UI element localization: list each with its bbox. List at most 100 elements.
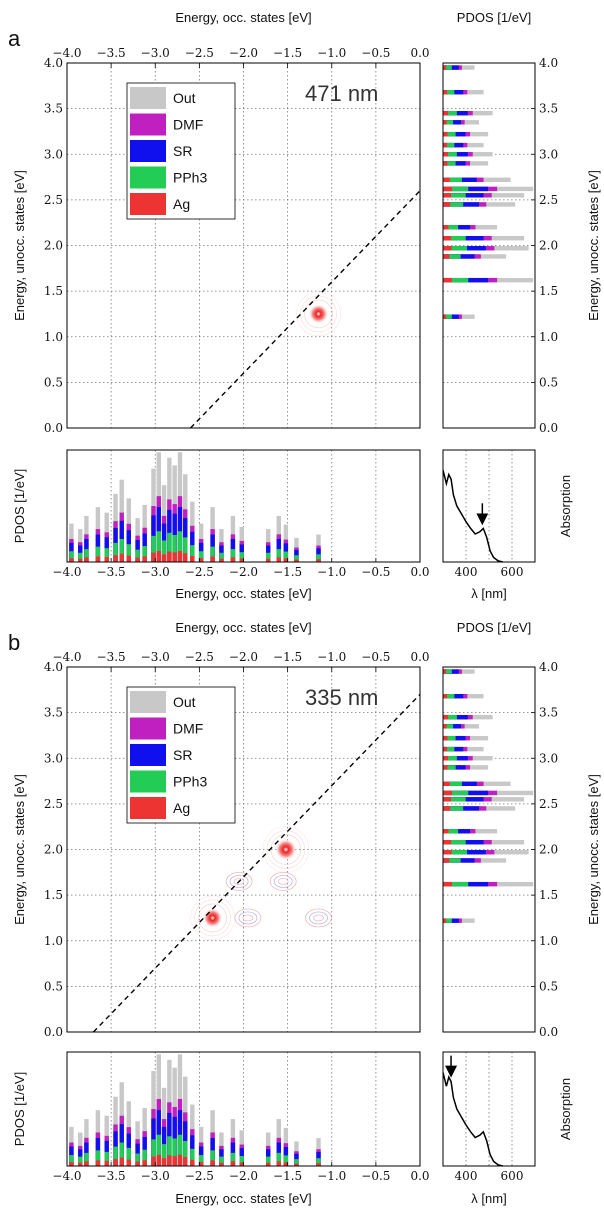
main-top-tick-label: −4.0 xyxy=(52,650,81,664)
pdos-bar-ag xyxy=(443,781,450,786)
pdos-bar-ag xyxy=(183,553,188,562)
pdos-bar-pph3 xyxy=(151,535,156,562)
pdos-bar-ag xyxy=(126,555,131,562)
pdos-bar-ag xyxy=(443,724,447,729)
pdos-bar-ag xyxy=(443,765,448,770)
pdos-bar-pph3 xyxy=(210,1150,215,1166)
pdos-bar-pph3 xyxy=(443,790,469,796)
legend-label-pph3: PPh3 xyxy=(173,774,207,790)
pdos-bar-ag xyxy=(84,557,89,562)
pdos-bar-pph3 xyxy=(443,65,452,70)
pdos-bar-ag xyxy=(443,735,448,741)
top-x-axis-label: Energy, occ. states [eV] xyxy=(175,620,311,635)
pdos-bar-pph3 xyxy=(230,549,236,562)
pdos-bar-pph3 xyxy=(183,1140,188,1166)
pdos-bar-pph3 xyxy=(84,549,89,562)
pdos-right-tick-label: 2.5 xyxy=(539,193,558,207)
pdos-bar-pph3 xyxy=(443,858,461,863)
panel-letter: b xyxy=(8,630,20,655)
hotspot-contour xyxy=(194,899,231,937)
absorption-y-axis-label: Absorption xyxy=(558,475,573,537)
main-frame xyxy=(66,666,421,1033)
pdos-unoccupied-frame xyxy=(442,62,536,429)
pdos-bar-pph3 xyxy=(95,1150,101,1166)
pdos-top-label: PDOS [1/eV] xyxy=(457,620,531,635)
main-top-tick-label: −2.0 xyxy=(229,46,258,60)
pdos-bar-pph3 xyxy=(443,110,457,116)
pdos-bar-pph3 xyxy=(443,193,466,198)
hotspot-contour xyxy=(198,903,227,933)
absorption-axes: 400 600 λ [nm] Absorption xyxy=(442,1051,573,1206)
main-y-tick-label: 0.0 xyxy=(44,1025,63,1039)
pdos-bar-ag xyxy=(135,1161,140,1166)
main-top-tick-label: −3.0 xyxy=(141,650,170,664)
main-y-tick-label: 1.5 xyxy=(44,888,63,902)
pdos-y-axis-label: PDOS [1/eV] xyxy=(12,469,27,543)
pdos-bar-ag xyxy=(177,1154,183,1166)
pdos-bar-pph3 xyxy=(443,881,469,887)
pdos-bar-pph3 xyxy=(443,714,457,720)
weak-contour xyxy=(277,878,289,885)
pdos-bottom-tick-label: −0.5 xyxy=(361,1169,390,1183)
pdos-bar-pph3 xyxy=(161,1144,167,1166)
legend-label-ag: Ag xyxy=(173,800,190,816)
panel-b: b Energy, occ. states [eV] PDOS [1/eV] −4.0… xyxy=(8,620,601,1206)
main-top-tick-label: −2.5 xyxy=(185,650,214,664)
pdos-bar-pph3 xyxy=(443,797,466,802)
pdos-bar-pph3 xyxy=(142,1149,147,1166)
pdos-bar-ag xyxy=(167,1155,172,1166)
pdos-bottom-tick-label: 0.0 xyxy=(410,1169,429,1183)
weak-contour xyxy=(229,875,249,888)
legend: Out DMF SR PPh3 Ag xyxy=(126,82,236,220)
legend-swatch-dmf xyxy=(130,113,166,136)
pdos-bar-pph3 xyxy=(161,540,167,562)
pdos-bar-ag xyxy=(443,858,450,863)
pdos-bar-pph3 xyxy=(210,546,215,562)
pdos-bar-pph3 xyxy=(135,549,140,562)
pdos-bar-ag xyxy=(443,142,448,148)
pdos-bar-ag xyxy=(161,554,167,562)
main-top-tick-label: −0.5 xyxy=(361,46,390,60)
pdos-bar-ag xyxy=(443,918,447,923)
pdos-bar-ag xyxy=(210,556,215,562)
pdos-bar-pph3 xyxy=(316,554,321,562)
absorption-tick-label: 400 xyxy=(455,1169,478,1183)
pdos-bar-ag xyxy=(104,557,109,562)
main-y-axis-label: Energy, unocc. states [eV] xyxy=(12,774,27,925)
pdos-bar-ag xyxy=(443,790,453,796)
pdos-right-tick-label: 3.0 xyxy=(539,751,558,765)
absorption-curve xyxy=(442,1072,503,1167)
main-y-tick-label: 0.5 xyxy=(44,979,63,993)
transition-hotspot xyxy=(202,907,223,928)
weak-contour xyxy=(242,914,254,922)
pdos-right-tick-label: 2.5 xyxy=(539,797,558,811)
pdos-right-tick-label: 3.5 xyxy=(539,102,558,116)
pdos-bar-ag xyxy=(183,1157,188,1166)
pdos-bar-ag xyxy=(294,1163,299,1166)
main-axes: −4.0 −3.5 −3.0 −2.5 −2.0 −1.5 −1.0 −0.5 0.0 0.0 0.… xyxy=(12,650,430,1039)
pdos-occupied-axes: −4.0 −3.5 −3.0 −2.5 −2.0 −1.5 −1.0 −0.5 0.0 PDOS … xyxy=(12,449,430,601)
pdos-bar-pph3 xyxy=(78,552,83,562)
pdos-bar-pph3 xyxy=(443,669,452,674)
pdos-bar-ag xyxy=(443,850,452,855)
pdos-bar-pph3 xyxy=(283,1155,289,1166)
pdos-bar-pph3 xyxy=(443,142,455,148)
pdos-right-tick-label: 2.0 xyxy=(539,239,558,253)
weak-contour xyxy=(305,908,332,928)
weak-contour xyxy=(313,914,324,922)
pdos-bottom-tick-label: −2.0 xyxy=(229,1169,258,1183)
pdos-bar-pph3 xyxy=(443,314,452,319)
pdos-bar-pph3 xyxy=(443,120,454,125)
pdos-bar-ag xyxy=(126,1159,131,1166)
legend-swatch-out xyxy=(130,87,166,109)
main-y-tick-label: 3.0 xyxy=(44,147,63,161)
main-y-tick-label: 1.0 xyxy=(44,934,63,948)
pdos-bar-ag xyxy=(113,1159,118,1166)
pdos-bar-pph3 xyxy=(443,724,454,729)
absorption-frame xyxy=(442,449,536,563)
pdos-bar-ag xyxy=(443,669,447,674)
weak-contour xyxy=(273,875,293,888)
pdos-bar-pph3 xyxy=(113,542,118,562)
pdos-bottom-tick-label: −2.5 xyxy=(185,565,214,579)
